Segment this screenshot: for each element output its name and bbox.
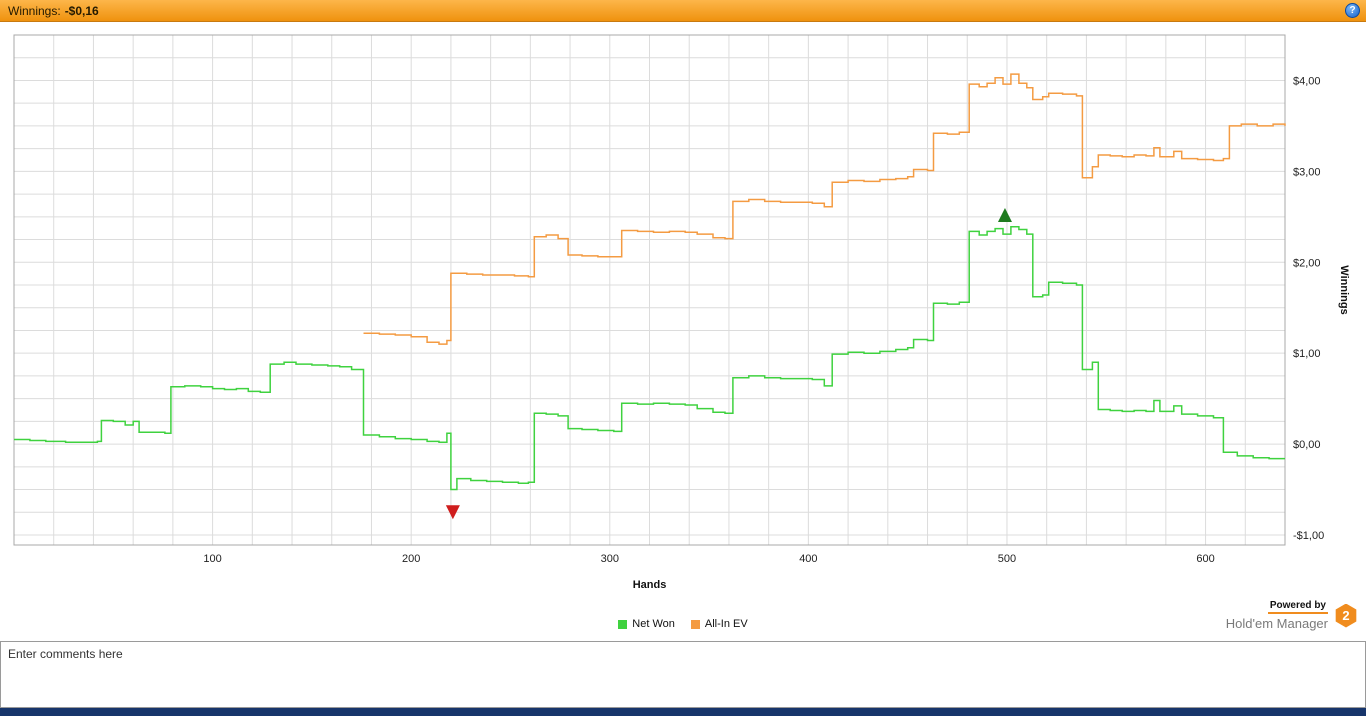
winnings-chart: 100 200 300 400 500 600 -$1,00 $0,00 $1,00 $2,00 $… bbox=[0, 22, 1366, 612]
bottom-status-bar bbox=[0, 708, 1366, 716]
svg-text:100: 100 bbox=[203, 553, 221, 565]
svg-text:600: 600 bbox=[1196, 553, 1214, 565]
svg-text:$3,00: $3,00 bbox=[1293, 166, 1321, 178]
winnings-label: Winnings: bbox=[8, 3, 61, 18]
svg-text:-$1,00: -$1,00 bbox=[1293, 530, 1324, 542]
powered-by-badge: Powered by Hold'em Manager 2 bbox=[1226, 600, 1358, 631]
svg-text:400: 400 bbox=[799, 553, 817, 565]
comments-input[interactable] bbox=[0, 641, 1366, 708]
legend-label-all-in-ev: All-In EV bbox=[704, 618, 748, 630]
holdem-manager-2-logo-icon: 2 bbox=[1335, 603, 1357, 628]
svg-text:Winnings: Winnings bbox=[1338, 265, 1350, 314]
svg-text:$1,00: $1,00 bbox=[1293, 348, 1321, 360]
winnings-chart-svg: 100 200 300 400 500 600 -$1,00 $0,00 $1,00 $2,00 $… bbox=[13, 34, 1350, 591]
all-in-ev-swatch-icon bbox=[690, 619, 700, 629]
brand-name: Hold'em Manager bbox=[1225, 616, 1328, 631]
svg-text:200: 200 bbox=[402, 553, 420, 565]
legend-item-net-won: Net Won bbox=[618, 618, 675, 630]
svg-text:Hands: Hands bbox=[633, 579, 667, 591]
svg-text:$4,00: $4,00 bbox=[1293, 75, 1321, 87]
svg-text:$0,00: $0,00 bbox=[1293, 439, 1321, 451]
svg-text:500: 500 bbox=[998, 553, 1016, 565]
legend-item-all-in-ev: All-In EV bbox=[690, 618, 748, 630]
powered-by-label: Powered by bbox=[1267, 600, 1328, 614]
svg-text:$2,00: $2,00 bbox=[1293, 257, 1321, 269]
chart-legend: Net Won All-In EV bbox=[0, 614, 1366, 634]
svg-text:300: 300 bbox=[601, 553, 619, 565]
legend-label-net-won: Net Won bbox=[632, 618, 675, 630]
net-won-swatch-icon bbox=[618, 619, 628, 629]
winnings-value: -$0,16 bbox=[64, 3, 99, 18]
winnings-title-bar: Winnings: -$0,16 ? bbox=[0, 0, 1366, 22]
help-icon[interactable]: ? bbox=[1345, 3, 1360, 18]
